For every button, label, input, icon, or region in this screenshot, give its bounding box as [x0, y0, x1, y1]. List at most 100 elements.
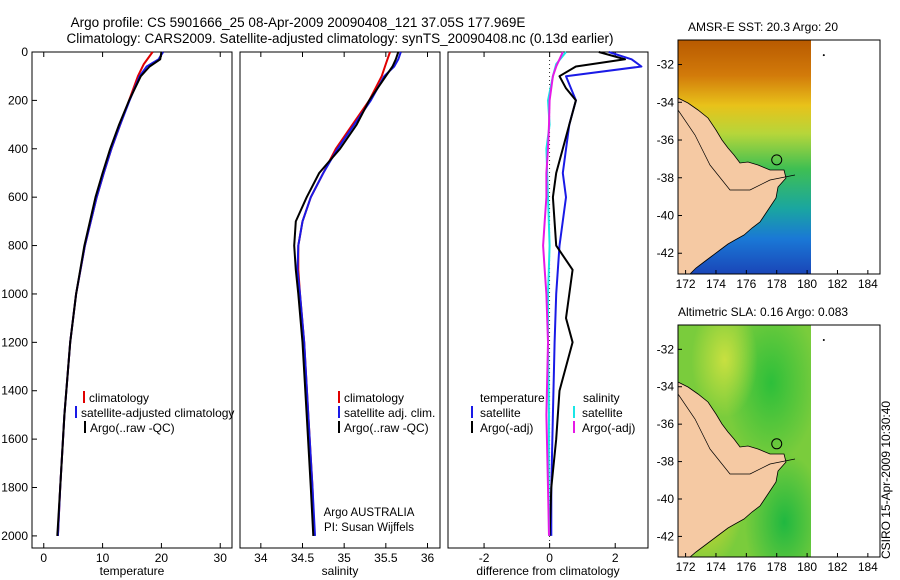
map-x-tick-label: 182	[827, 277, 847, 291]
map-y-tick-label: -34	[657, 380, 675, 394]
side-label-svg: CSIRO 15-Apr-2009 10:30:40	[879, 401, 893, 559]
map-y-tick-label: -32	[657, 58, 675, 72]
legend-heading-salinity: salinity	[583, 391, 620, 405]
map-y-tick-label: -38	[657, 171, 675, 185]
map-y-tick-label: -32	[657, 342, 675, 356]
salinity-axes-frame	[239, 51, 441, 549]
y-tick-label: 0	[21, 45, 28, 59]
temperature-panel: 0 10 20 30 0 200 400 600 800 1000 1200 1400 1600 1800…	[1, 45, 233, 578]
y-tick-label: 2000	[1, 529, 28, 543]
map-y-tick-label: -42	[657, 246, 675, 260]
legend-label-climatology: climatology	[344, 391, 404, 405]
y-tick-label: 1600	[1, 432, 28, 446]
y-tick-label: 400	[8, 142, 28, 156]
legend-label-satellite: satellite adj. clim.	[344, 406, 435, 420]
sla-coastline-contour	[678, 393, 796, 475]
x-tick-label: 34.5	[291, 551, 315, 565]
salinity-annotation-line2: PI: Susan Wijffels	[324, 522, 414, 534]
sla-map: Altimetric SLA: 0.16 Argo: 0.083	[678, 305, 848, 557]
sst-map-title: AMSR-E SST: 20.3 Argo: 20	[688, 20, 838, 34]
series-line-temperature-argo-adj-	[548, 51, 626, 536]
sla-land-nz	[678, 381, 787, 557]
legend-heading-temperature: temperature	[480, 391, 545, 405]
legend-label-satellite: satellite-adjusted climatology	[81, 406, 234, 420]
figure-title-line2: Climatology: CARS2009. Satellite-adjuste…	[66, 31, 613, 46]
x-tick-label: 35.5	[374, 551, 398, 565]
sla-map-frame	[677, 324, 881, 558]
map-y-tick-label: -40	[657, 209, 675, 223]
side-label-container: CSIRO 15-Apr-2009 10:30:40	[878, 385, 894, 575]
map-y-tick-label: -36	[657, 133, 675, 147]
figure-title-line1: Argo profile: CS 5901666_25 08-Apr-2009 …	[71, 15, 526, 30]
sst-land-nz	[678, 97, 787, 274]
salinity-annotation-line1: Argo AUSTRALIA	[324, 507, 415, 519]
legend-label-temp-argo: Argo(-adj)	[480, 421, 533, 435]
x-tick-label: 0	[40, 551, 47, 565]
map-x-tick-label: 172	[676, 560, 696, 574]
sst-map-frame	[677, 39, 881, 275]
map-x-tick-label: 172	[676, 277, 696, 291]
series-line-satellite-adj-clim-	[296, 51, 402, 536]
map-y-tick-label: -38	[657, 455, 675, 469]
map-x-tick-label: 174	[706, 560, 726, 574]
y-tick-label: 200	[8, 93, 28, 107]
y-tick-label: 1000	[1, 287, 28, 301]
y-tick-label: 1800	[1, 481, 28, 495]
legend-label-climatology: climatology	[89, 391, 149, 405]
x-tick-label: 20	[155, 551, 169, 565]
argo-location-marker	[771, 438, 783, 450]
island-dot	[822, 54, 825, 57]
legend-label-sal-satellite: satellite	[582, 406, 623, 420]
map-x-tick-label: 184	[858, 560, 878, 574]
difference-legend: temperature satellite Argo(-adj) salinit…	[471, 391, 635, 435]
sst-coastline-contour	[678, 109, 796, 191]
map-x-tick-label: 184	[858, 277, 878, 291]
temperature-legend: climatology satellite-adjusted climatolo…	[75, 391, 234, 435]
map-x-tick-label: 176	[736, 277, 756, 291]
map-y-tick-label: -34	[657, 95, 675, 109]
x-tick-label: 0	[546, 551, 553, 565]
x-tick-label: -2	[479, 551, 490, 565]
map-x-tick-label: 182	[827, 560, 847, 574]
temperature-axes-frame	[31, 51, 233, 549]
x-tick-label: 10	[96, 551, 110, 565]
series-line-salinity-argo-adj-	[542, 51, 564, 536]
salinity-panel: 34 34.5 35 35.5 36 salinity	[239, 51, 441, 578]
x-tick-label: 35	[337, 551, 351, 565]
salinity-legend: climatology satellite adj. clim. Argo(..…	[324, 391, 435, 534]
legend-label-temp-satellite: satellite	[480, 406, 521, 420]
map-x-tick-label: 178	[767, 277, 787, 291]
side-label: CSIRO 15-Apr-2009 10:30:40	[879, 401, 893, 559]
difference-axes-frame	[447, 51, 649, 549]
y-tick-label: 600	[8, 190, 28, 204]
map-x-tick-label: 178	[767, 560, 787, 574]
difference-x-axis-label: difference from climatology	[476, 564, 619, 578]
map-y-tick-label: -40	[657, 492, 675, 506]
legend-label-sal-argo: Argo(-adj)	[582, 421, 635, 435]
map-x-tick-label: 174	[706, 277, 726, 291]
temperature-x-axis-label: temperature	[100, 564, 165, 578]
x-tick-label: 30	[214, 551, 228, 565]
series-line-temperature-satellite	[550, 51, 643, 536]
argo-location-marker	[771, 154, 783, 166]
map-y-tick-label: -42	[657, 529, 675, 543]
island-dot	[822, 338, 825, 341]
legend-label-argo: Argo(..raw -QC)	[90, 421, 175, 435]
series-line-climatology	[56, 51, 154, 536]
x-tick-label: 36	[421, 551, 435, 565]
map-x-tick-label: 180	[797, 560, 817, 574]
y-tick-label: 1200	[1, 335, 28, 349]
map-x-tick-label: 180	[797, 277, 817, 291]
sla-map-title: Altimetric SLA: 0.16 Argo: 0.083	[678, 305, 848, 319]
x-tick-label: 34	[254, 551, 268, 565]
salinity-x-axis-label: salinity	[322, 564, 359, 578]
sst-map: AMSR-E SST: 20.3 Argo: 20	[678, 20, 838, 274]
y-tick-label: 1400	[1, 384, 28, 398]
series-line-argo-raw-qc-	[293, 51, 400, 536]
series-line-argo-raw-qc-	[56, 51, 163, 536]
legend-label-argo: Argo(..raw -QC)	[344, 421, 429, 435]
y-tick-label: 800	[8, 239, 28, 253]
map-x-tick-label: 176	[736, 560, 756, 574]
